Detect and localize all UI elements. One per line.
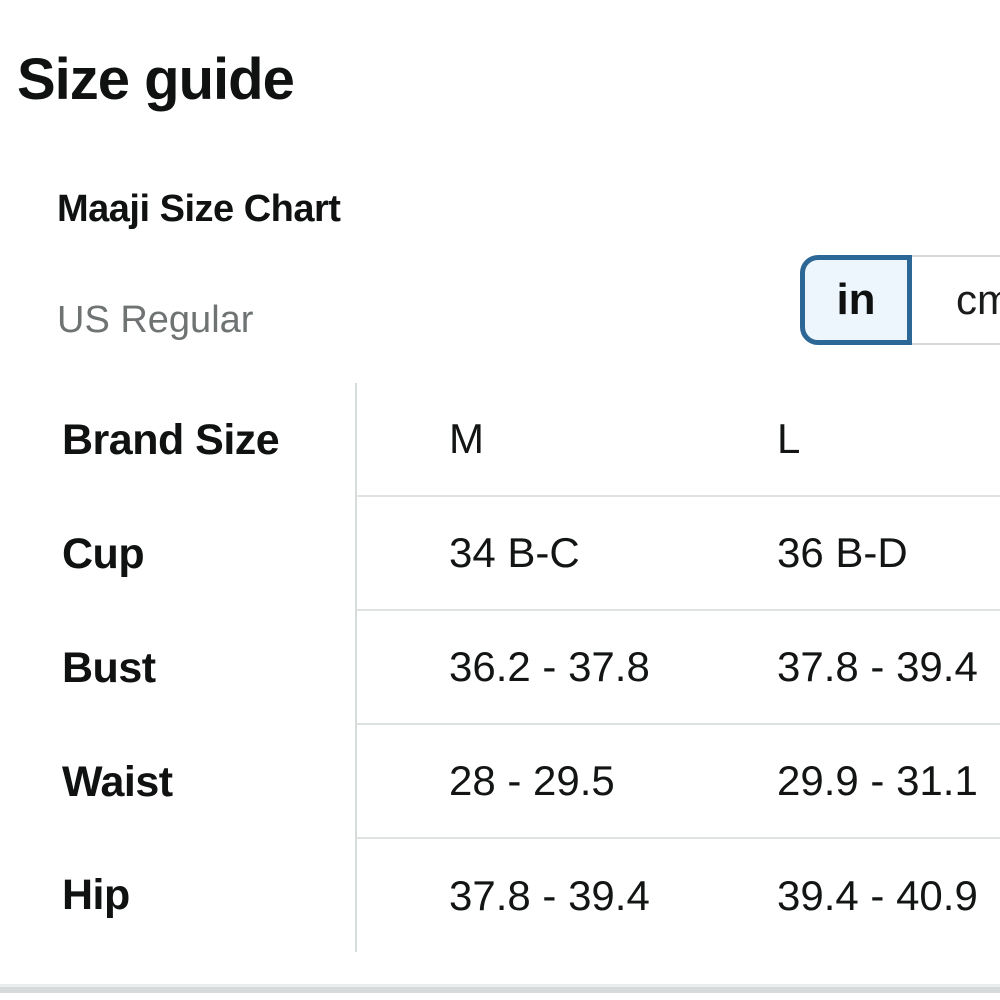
bust-value-m: 36.2 - 37.8 [449, 643, 650, 690]
unit-centimeters-button[interactable]: cm [912, 255, 1000, 345]
hip-value-l: 39.4 - 40.9 [777, 871, 978, 919]
row-label-hip: Hip [62, 871, 130, 919]
hip-value-m: 37.8 - 39.4 [449, 871, 650, 919]
row-label-waist: Waist [62, 757, 173, 806]
table-row-cup: Cup 34 B-C 36 B-D [0, 497, 1000, 611]
table-row-hip: Hip 37.8 - 39.4 39.4 - 40.9 [0, 839, 1000, 952]
footer-divider-light [0, 984, 1000, 987]
fit-type-label: US Regular [57, 299, 254, 341]
waist-value-l: 29.9 - 31.1 [777, 757, 978, 804]
waist-value-m: 28 - 29.5 [449, 757, 615, 804]
page-title: Size guide [17, 47, 295, 112]
table-header-row: Brand Size M L [0, 383, 1000, 497]
row-label-cup: Cup [62, 529, 145, 578]
header-size-m: M [449, 415, 484, 462]
size-chart-table: Brand Size M L Cup 34 B-C 36 B-D Bust 36… [0, 383, 1000, 952]
unit-inches-button[interactable]: in [800, 255, 912, 345]
footer-divider [0, 987, 1000, 993]
table-row-bust: Bust 36.2 - 37.8 37.8 - 39.4 [0, 611, 1000, 725]
header-size-l: L [777, 415, 801, 462]
unit-toggle: in cm [800, 255, 1000, 345]
row-label-bust: Bust [62, 643, 156, 692]
brand-size-chart-title: Maaji Size Chart [57, 188, 341, 230]
header-brand-size: Brand Size [62, 415, 280, 464]
bust-value-l: 37.8 - 39.4 [777, 643, 978, 690]
table-row-waist: Waist 28 - 29.5 29.9 - 31.1 [0, 725, 1000, 839]
table-column-divider [355, 383, 357, 952]
cup-value-m: 34 B-C [449, 529, 580, 576]
cup-value-l: 36 B-D [777, 529, 908, 576]
